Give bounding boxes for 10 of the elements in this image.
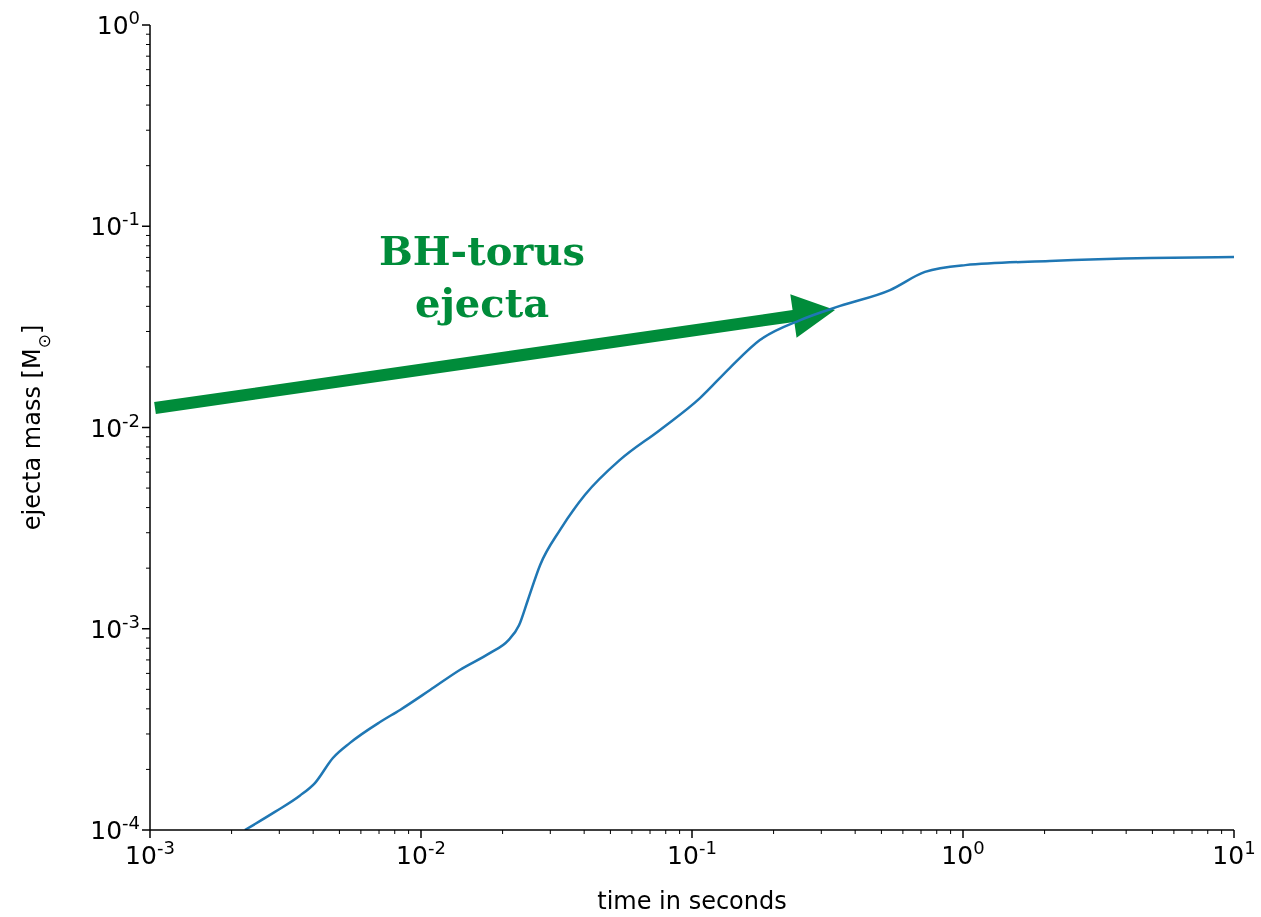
- x-tick-label: 10$^{1}$: [1212, 836, 1256, 870]
- y-tick-label: 10$^{0}$: [96, 6, 140, 40]
- x-tick-label: 10$^{-2}$: [396, 836, 446, 870]
- x-tick-label: 10$^{-1}$: [667, 836, 717, 870]
- x-tick-label: 10$^{0}$: [941, 836, 985, 870]
- x-axis-title: time in seconds: [597, 887, 787, 915]
- y-tick-label: 10$^{-3}$: [90, 610, 140, 644]
- y-tick-label: 10$^{-2}$: [90, 409, 140, 443]
- y-tick-label: 10$^{-1}$: [90, 207, 140, 242]
- annotation: BH-torus ejecta: [378, 227, 586, 326]
